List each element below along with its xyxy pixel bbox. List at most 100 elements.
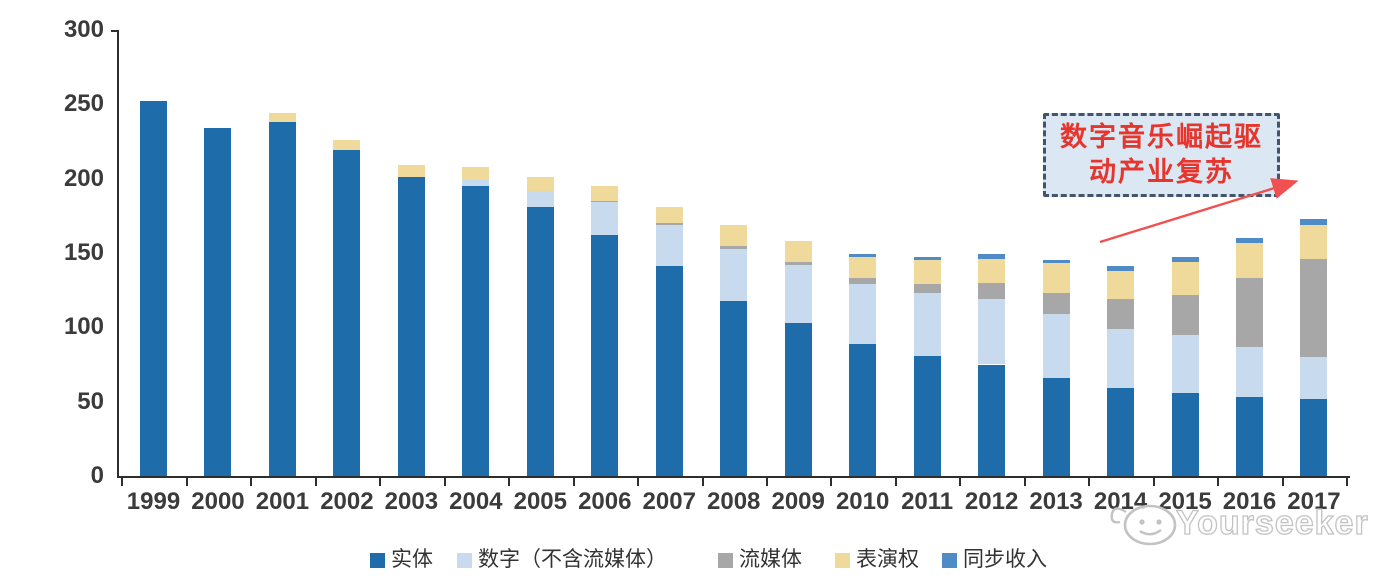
bar-segment-physical (204, 128, 232, 476)
bar-segment-digital-excl-streaming (462, 180, 490, 187)
x-axis-line (117, 476, 1350, 478)
bar-segment-physical (655, 266, 683, 476)
y-axis-line (117, 30, 119, 478)
bar-segment-digital-excl-streaming (913, 293, 941, 356)
x-axis-tick (701, 478, 704, 486)
x-category-label: 2012 (964, 488, 1019, 515)
bar-segment-performance-rights (1235, 242, 1263, 279)
x-axis-tick (508, 478, 511, 486)
bar-segment-streaming (1042, 293, 1070, 314)
bar-segment-digital-excl-streaming (1107, 328, 1135, 389)
bar-segment-performance-rights (333, 140, 361, 151)
bar-segment-physical (1300, 398, 1328, 476)
bar-segment-physical (1042, 377, 1070, 476)
bar-segment-streaming (1235, 278, 1263, 347)
bar-segment-streaming (1107, 299, 1135, 329)
x-category-label: 2009 (771, 488, 825, 515)
legend-marker-physical (370, 552, 385, 568)
y-tick-label: 150 (63, 239, 104, 266)
bar-segment-streaming (913, 284, 941, 294)
bar-segment-performance-rights (720, 224, 748, 246)
bar-segment-digital-excl-streaming (591, 202, 619, 236)
legend-label-performance-rights: 表演权 (856, 548, 919, 571)
bar-segment-digital-excl-streaming (978, 299, 1006, 365)
bar-segment-sync-revenue (1300, 218, 1328, 225)
watermark-text: Yourseeker (1175, 503, 1369, 542)
bar-segment-digital-excl-streaming (655, 224, 683, 267)
legend-marker-digital-excl-streaming (457, 552, 472, 568)
bar-segment-sync-revenue (1042, 260, 1070, 264)
x-category-label: 2006 (578, 488, 632, 515)
x-category-label: 2000 (191, 488, 245, 515)
bar-segment-performance-rights (784, 241, 812, 262)
x-category-label: 1999 (126, 488, 181, 515)
x-axis-tick (379, 478, 382, 486)
yourseeker-logo-icon (1110, 504, 1177, 546)
legend-item-digital-excl-streaming: 数字（不含流媒体） (457, 548, 667, 571)
bar-segment-performance-rights (1042, 263, 1070, 294)
legend-item-sync-revenue: 同步收入 (942, 549, 1047, 570)
bar-segment-digital-excl-streaming (849, 284, 877, 344)
annotation-text-line1: 数字音乐崛起驱 (1060, 122, 1263, 152)
x-axis-tick (572, 478, 575, 486)
x-category-label: 2005 (513, 488, 567, 515)
bar-segment-streaming (720, 245, 748, 249)
x-category-label: 2004 (449, 488, 503, 515)
bar-segment-digital-excl-streaming (1171, 334, 1199, 393)
bar-segment-streaming (655, 223, 683, 225)
bar-segment-physical (720, 300, 748, 476)
legend-marker-performance-rights (835, 552, 850, 568)
bar-segment-physical (140, 101, 167, 476)
legend-label-digital-excl-streaming: 数字（不含流媒体） (478, 548, 667, 571)
x-axis-tick (121, 478, 124, 486)
y-tick-label: 100 (63, 313, 104, 341)
bar-segment-physical (913, 355, 941, 476)
legend-item-physical: 实体 (370, 549, 433, 570)
x-axis-tick (1023, 478, 1026, 486)
bar-segment-digital-excl-streaming (784, 264, 812, 323)
bar-segment-digital-excl-streaming (720, 248, 748, 301)
bar-segment-physical (1235, 397, 1263, 476)
y-tick-label: 200 (63, 164, 104, 192)
bar-segment-performance-rights (849, 257, 877, 279)
bar-segment-physical (1171, 392, 1199, 476)
legend-item-streaming: 流媒体 (718, 548, 802, 571)
bar-segment-streaming (784, 261, 812, 265)
annotation-callout: 数字音乐崛起驱 动产业复苏 (1043, 113, 1280, 197)
bar-segment-physical (978, 364, 1006, 476)
x-category-label: 2001 (255, 488, 310, 515)
legend-label-streaming: 流媒体 (739, 548, 802, 571)
x-axis-tick (250, 478, 253, 486)
bar-segment-sync-revenue (913, 257, 941, 261)
bar-segment-digital-excl-streaming (1300, 357, 1328, 399)
bar-segment-physical (1107, 388, 1135, 476)
bar-segment-sync-revenue (1235, 238, 1263, 243)
bar-segment-sync-revenue (978, 254, 1006, 259)
x-category-label: 2010 (835, 488, 890, 515)
legend-marker-sync-revenue (942, 552, 957, 568)
x-axis-tick (1088, 478, 1091, 486)
bar-segment-performance-rights (462, 166, 490, 181)
bar-segment-performance-rights (913, 260, 941, 285)
x-axis-tick (959, 478, 962, 486)
bar-segment-streaming (591, 200, 619, 203)
y-axis-top-tick (111, 30, 118, 32)
x-category-label: 2016 (1222, 488, 1277, 515)
x-axis-tick (1217, 478, 1220, 486)
bar-segment-digital-excl-streaming (526, 190, 554, 207)
legend-item-performance-rights: 表演权 (835, 548, 919, 571)
bar-segment-streaming (978, 282, 1006, 300)
x-category-label: 2003 (384, 488, 439, 515)
x-axis-tick (830, 478, 833, 486)
y-tick-label: 0 (90, 462, 104, 489)
x-axis-tick (1346, 478, 1349, 486)
bar-segment-physical (849, 343, 877, 476)
bar-segment-streaming (1171, 294, 1199, 335)
bar-segment-physical (268, 122, 296, 476)
bar-segment-physical (333, 150, 361, 476)
x-axis-tick (637, 478, 640, 486)
bar-segment-physical (784, 322, 812, 476)
bar-segment-streaming (849, 278, 877, 285)
